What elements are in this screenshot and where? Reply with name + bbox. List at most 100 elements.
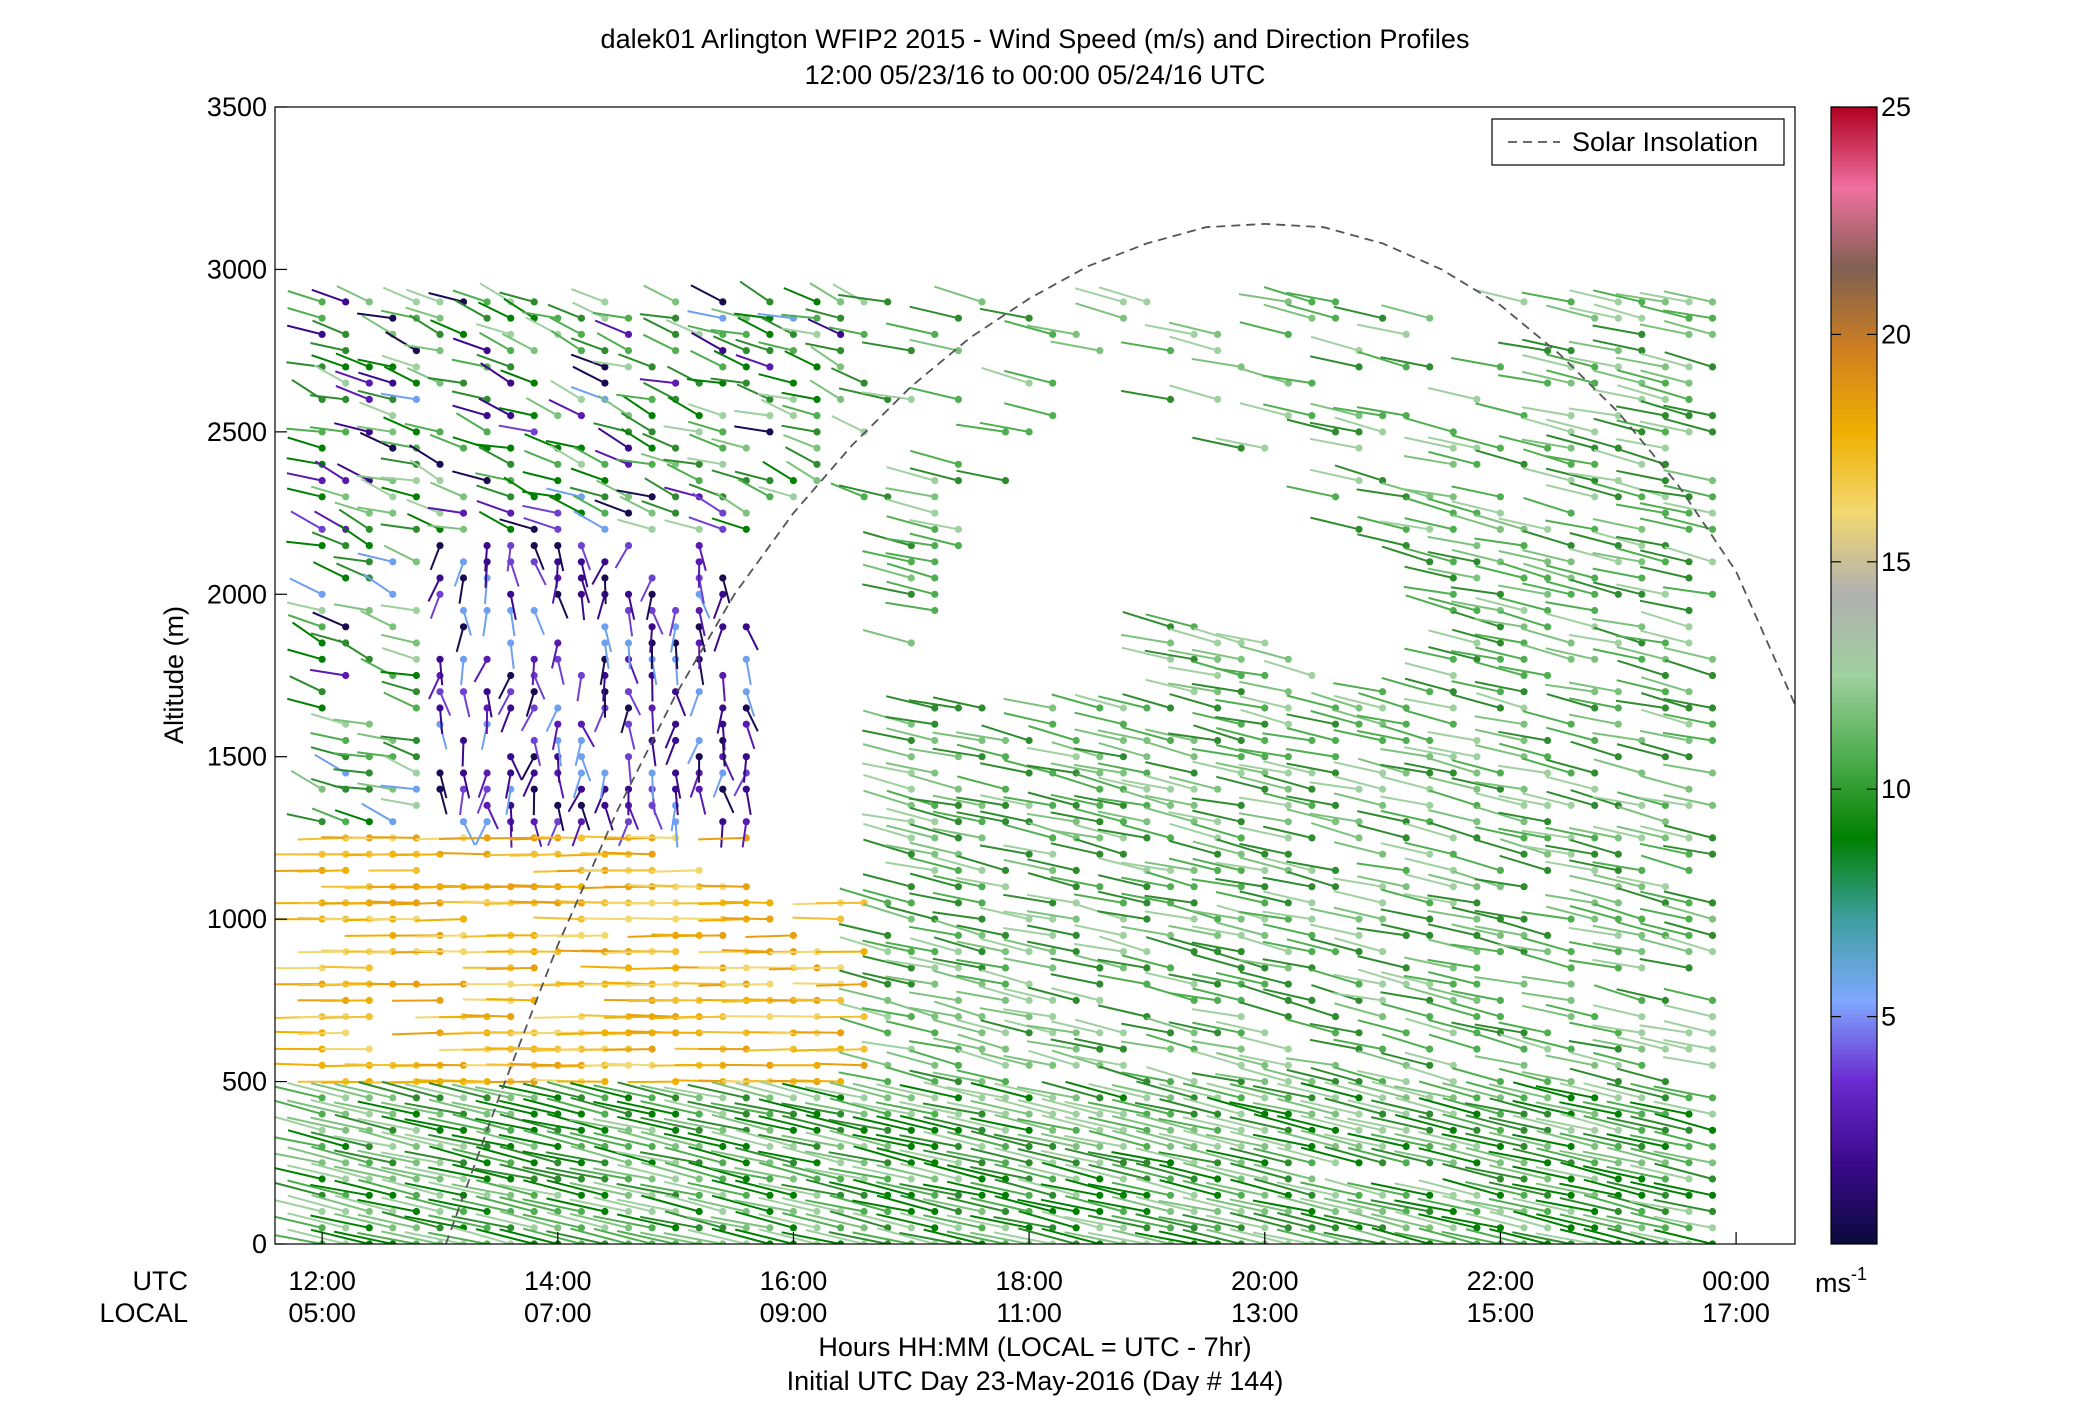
wind-barb-head: [931, 1029, 939, 1037]
wind-barb: [651, 869, 700, 873]
wind-barb: [1663, 1056, 1713, 1067]
wind-barb: [1051, 1049, 1101, 1067]
wind-barb-head: [1379, 996, 1387, 1005]
wind-barb-head: [813, 1240, 821, 1244]
wind-barb: [1615, 634, 1666, 644]
wind-barb-head: [577, 753, 586, 761]
wind-barb-head: [672, 1175, 680, 1183]
wind-barb-head: [1355, 704, 1363, 712]
wind-barb-head: [742, 347, 750, 355]
wind-barb-head: [1402, 1191, 1410, 1199]
wind-barb: [509, 756, 523, 781]
wind-barb-head: [1708, 1013, 1717, 1021]
wind-barb: [781, 391, 818, 401]
wind-barb: [475, 1213, 535, 1229]
wind-barb: [1404, 417, 1454, 433]
wind-barb: [1442, 1194, 1501, 1213]
wind-barb-head: [1096, 883, 1104, 891]
wind-barb: [1144, 861, 1195, 872]
wind-barb-head: [1190, 980, 1198, 988]
wind-barb-head: [554, 412, 562, 420]
wind-barb: [932, 810, 983, 823]
wind-barb: [863, 773, 912, 791]
wind-barb-head: [1190, 688, 1198, 696]
wind-barb: [1488, 1150, 1548, 1164]
wind-barb: [1616, 369, 1666, 385]
wind-barb: [1546, 580, 1595, 596]
wind-barb: [1182, 1213, 1242, 1229]
wind-barb-head: [907, 1175, 915, 1183]
wind-barb-head: [1661, 1126, 1669, 1134]
wind-barb: [1640, 937, 1690, 953]
wind-barb: [509, 805, 513, 832]
wind-barb-head: [1567, 542, 1575, 550]
wind-barb-head: [530, 1175, 538, 1183]
wind-barb-head: [766, 1191, 774, 1199]
wind-barb-head: [1001, 1126, 1010, 1134]
wind-barb-head: [884, 1078, 892, 1086]
wind-barb: [1121, 633, 1171, 644]
wind-barb: [758, 1182, 818, 1197]
wind-barb: [570, 1082, 629, 1099]
wind-barb: [275, 1115, 323, 1132]
wind-barb: [453, 561, 465, 587]
wind-barb: [1418, 1213, 1478, 1229]
wind-barb: [1286, 795, 1336, 807]
wind-barb-head: [884, 931, 892, 940]
wind-barb: [886, 727, 936, 742]
wind-barb-head: [1119, 1126, 1127, 1134]
wind-barb: [1404, 762, 1454, 774]
wind-barb: [1442, 1082, 1501, 1099]
wind-barb: [357, 425, 393, 433]
wind-barb-head: [789, 330, 798, 338]
wind-barb: [1640, 369, 1690, 385]
wind-barb: [569, 1198, 629, 1213]
wind-barb: [1640, 304, 1690, 320]
wind-barb-head: [1496, 1191, 1504, 1199]
wind-barb-head: [978, 1142, 986, 1151]
wind-barb-head: [719, 1126, 727, 1134]
wind-barb-head: [695, 1094, 703, 1102]
wind-barb: [909, 1069, 959, 1083]
wind-barb-head: [436, 542, 444, 550]
wind-barb: [1568, 407, 1619, 417]
wind-barb: [593, 707, 606, 733]
wind-barb-head: [1591, 379, 1599, 387]
wind-barb-head: [766, 1175, 774, 1183]
wind-barb: [1286, 727, 1336, 742]
wind-barb-head: [1496, 1224, 1504, 1232]
wind-barb: [509, 1046, 558, 1051]
wind-barb-head: [436, 330, 444, 338]
wind-barb: [1215, 716, 1265, 726]
wind-barb-head: [530, 736, 538, 745]
wind-barb: [946, 1115, 1006, 1132]
wind-barb-head: [837, 347, 845, 355]
wind-barb: [1451, 357, 1501, 368]
wind-barb: [545, 439, 582, 450]
wind-barb: [994, 1163, 1053, 1180]
wind-barb: [1287, 1018, 1336, 1034]
wind-barb: [734, 470, 771, 482]
wind-barb-head: [1614, 1240, 1622, 1244]
wind-barb-head: [412, 1126, 420, 1134]
wind-barb-head: [365, 1013, 373, 1021]
wind-barb: [1229, 1083, 1289, 1099]
wind-barb: [1134, 1232, 1195, 1244]
wind-barb: [1323, 1214, 1383, 1229]
wind-barb: [404, 1150, 464, 1164]
wind-barb: [1441, 1133, 1501, 1148]
wind-barb: [1168, 321, 1218, 336]
wind-barb-head: [1638, 460, 1646, 468]
wind-barb: [580, 805, 591, 831]
wind-barb: [862, 563, 912, 579]
wind-barb: [1075, 287, 1124, 303]
wind-barb: [955, 423, 1006, 433]
wind-barb-head: [1614, 720, 1622, 728]
wind-barb-head: [1661, 444, 1669, 452]
wind-barb-head: [1496, 1078, 1504, 1086]
wind-barb-head: [1072, 996, 1080, 1005]
wind-barb: [1522, 467, 1572, 482]
wind-barb: [1135, 1195, 1195, 1213]
wind-barb-head: [412, 395, 420, 403]
wind-barb: [415, 949, 464, 953]
